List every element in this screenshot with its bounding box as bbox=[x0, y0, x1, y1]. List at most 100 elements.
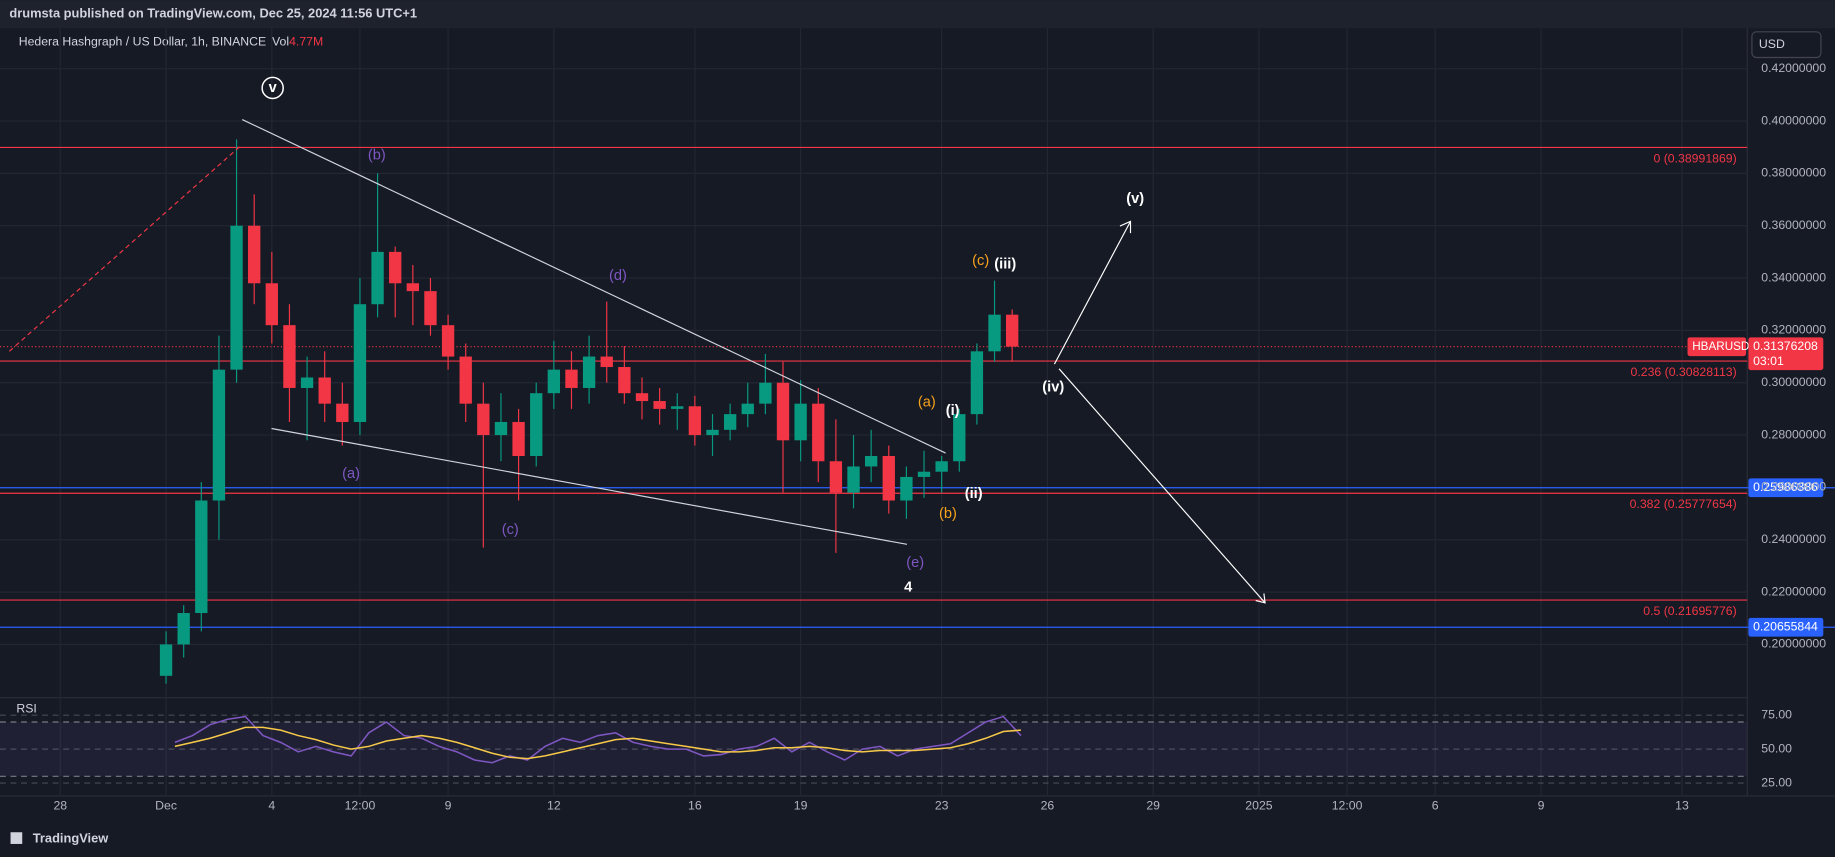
fib-label: 0.5 (0.21695776) bbox=[1643, 604, 1736, 618]
top-bar bbox=[0, 0, 1835, 29]
y-tick-label: 0.42000000 bbox=[1761, 61, 1826, 75]
wave-label: (b) bbox=[368, 148, 386, 164]
y-tick-label: 0.38000000 bbox=[1761, 166, 1826, 180]
candle-body bbox=[582, 356, 596, 388]
x-tick-label: 29 bbox=[1146, 799, 1160, 813]
wave-label: (i) bbox=[946, 403, 960, 419]
candle-body bbox=[389, 251, 402, 284]
symbol-tag bbox=[1687, 337, 1747, 357]
x-tick-label: 2025 bbox=[1245, 799, 1272, 813]
price-tag-label: 0.20655844 bbox=[1753, 620, 1818, 634]
lower-trendline bbox=[271, 427, 908, 545]
candle-body bbox=[565, 369, 578, 388]
candle-body bbox=[530, 393, 543, 457]
wave-label: (iii) bbox=[994, 257, 1016, 273]
rsi-ma-line bbox=[174, 726, 1022, 760]
candle-body bbox=[917, 471, 931, 477]
candle-body bbox=[230, 225, 243, 370]
volume-value: 4.77M bbox=[289, 35, 323, 49]
candle-body bbox=[459, 356, 472, 404]
price-tag bbox=[1748, 337, 1824, 371]
candle-body bbox=[494, 421, 508, 436]
y-tick-label: 0.30000000 bbox=[1761, 375, 1826, 389]
wave-label: (c) bbox=[502, 522, 519, 538]
x-tick-label: Dec bbox=[155, 799, 177, 813]
wave-label: (a) bbox=[918, 395, 936, 411]
rsi-tick-label: 75.00 bbox=[1761, 707, 1792, 721]
upper-trendline bbox=[241, 119, 946, 454]
candle-body bbox=[248, 225, 261, 284]
candle-body bbox=[600, 356, 613, 368]
y-tick-label: 0.20000000 bbox=[1761, 637, 1826, 651]
price-tag bbox=[1748, 617, 1824, 637]
currency[interactable]: USD bbox=[1759, 37, 1785, 51]
wave-label: 4 bbox=[904, 580, 913, 596]
drawings bbox=[8, 76, 1266, 604]
symbol-label: HBARUSD bbox=[1692, 340, 1749, 353]
candle-body bbox=[688, 406, 702, 436]
candle-body bbox=[195, 500, 208, 614]
y-tick-label: 0.22000000 bbox=[1761, 584, 1826, 598]
price-tag bbox=[1748, 478, 1824, 498]
wave-circle bbox=[261, 76, 284, 100]
candle-body bbox=[794, 403, 807, 441]
candle-body bbox=[512, 421, 525, 457]
wave-label: (c) bbox=[972, 253, 989, 269]
y-tick-label: 0.34000000 bbox=[1761, 270, 1826, 284]
x-tick-label: 23 bbox=[935, 799, 949, 813]
candle-body bbox=[970, 351, 984, 415]
candle-body bbox=[759, 382, 772, 404]
arrow-down bbox=[1058, 368, 1266, 604]
candle-body bbox=[988, 314, 1001, 352]
candle-body bbox=[723, 414, 737, 430]
candle-body bbox=[812, 403, 825, 462]
rsi-tick-label: 25.00 bbox=[1761, 775, 1792, 789]
candle-body bbox=[212, 369, 226, 501]
candle-body bbox=[159, 644, 173, 676]
x-tick-label: 26 bbox=[1041, 799, 1055, 813]
candle-body bbox=[336, 403, 349, 422]
currency-button[interactable] bbox=[1751, 31, 1822, 59]
arrow-head bbox=[1119, 220, 1132, 234]
y-tick-label: 0.28000000 bbox=[1761, 427, 1826, 441]
x-tick-label: 19 bbox=[794, 799, 808, 813]
candle-body bbox=[547, 369, 561, 394]
candle-body bbox=[635, 393, 649, 402]
candle-body bbox=[953, 414, 966, 462]
fib-label: 0.236 (0.30828113) bbox=[1631, 365, 1737, 379]
candle-body bbox=[1005, 314, 1019, 347]
x-tick-label: 13 bbox=[1675, 799, 1689, 813]
fib-label: 0 (0.38991869) bbox=[1653, 151, 1736, 165]
wave-label: (v) bbox=[1126, 191, 1144, 207]
chart-title: Hedera Hashgraph / US Dollar, 1h, BINANC… bbox=[19, 35, 266, 49]
candle-body bbox=[177, 613, 190, 645]
x-tick-label: 4 bbox=[268, 799, 275, 813]
x-tick-label: 28 bbox=[53, 799, 67, 813]
candle-body bbox=[671, 406, 684, 409]
rsi-title: RSI bbox=[16, 702, 36, 716]
x-tick-label: 6 bbox=[1432, 799, 1439, 813]
candle-body bbox=[353, 304, 367, 422]
candle-body bbox=[424, 291, 437, 326]
candle-body bbox=[300, 377, 314, 388]
candle-body bbox=[741, 403, 754, 415]
y-tick-label: 0.24000000 bbox=[1761, 532, 1826, 546]
y-tick-label: 0.40000000 bbox=[1761, 113, 1826, 127]
arrow-head bbox=[1255, 593, 1266, 604]
candle-body bbox=[406, 283, 420, 292]
candle-body bbox=[441, 325, 455, 357]
x-tick-label: 12:00 bbox=[345, 799, 376, 813]
candle-body bbox=[477, 403, 490, 436]
logo-icon bbox=[10, 832, 23, 844]
candle-body bbox=[829, 461, 843, 493]
candle-body bbox=[318, 377, 331, 404]
x-tick-label: 12:00 bbox=[1332, 799, 1363, 813]
candle-body bbox=[776, 382, 790, 441]
x-tick-label: 9 bbox=[445, 799, 452, 813]
wave-label: (e) bbox=[906, 555, 924, 571]
price-tag-label: 0.25986386 bbox=[1753, 480, 1818, 494]
x-tick-label: 12 bbox=[547, 799, 561, 813]
candle-body bbox=[847, 466, 860, 493]
